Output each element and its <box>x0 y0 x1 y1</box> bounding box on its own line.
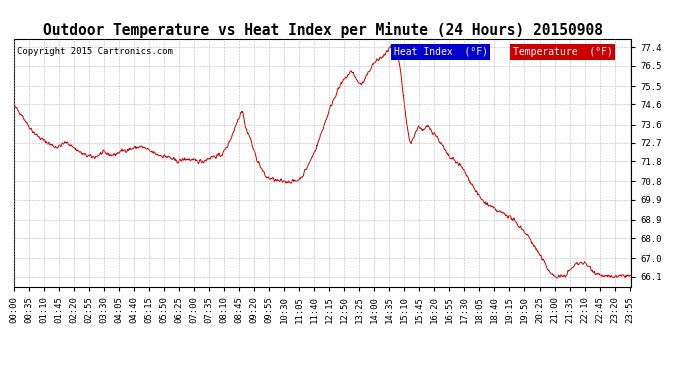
Title: Outdoor Temperature vs Heat Index per Minute (24 Hours) 20150908: Outdoor Temperature vs Heat Index per Mi… <box>43 22 602 38</box>
Text: Heat Index  (°F): Heat Index (°F) <box>393 47 488 57</box>
Text: Temperature  (°F): Temperature (°F) <box>513 47 613 57</box>
Text: Copyright 2015 Cartronics.com: Copyright 2015 Cartronics.com <box>17 47 172 56</box>
